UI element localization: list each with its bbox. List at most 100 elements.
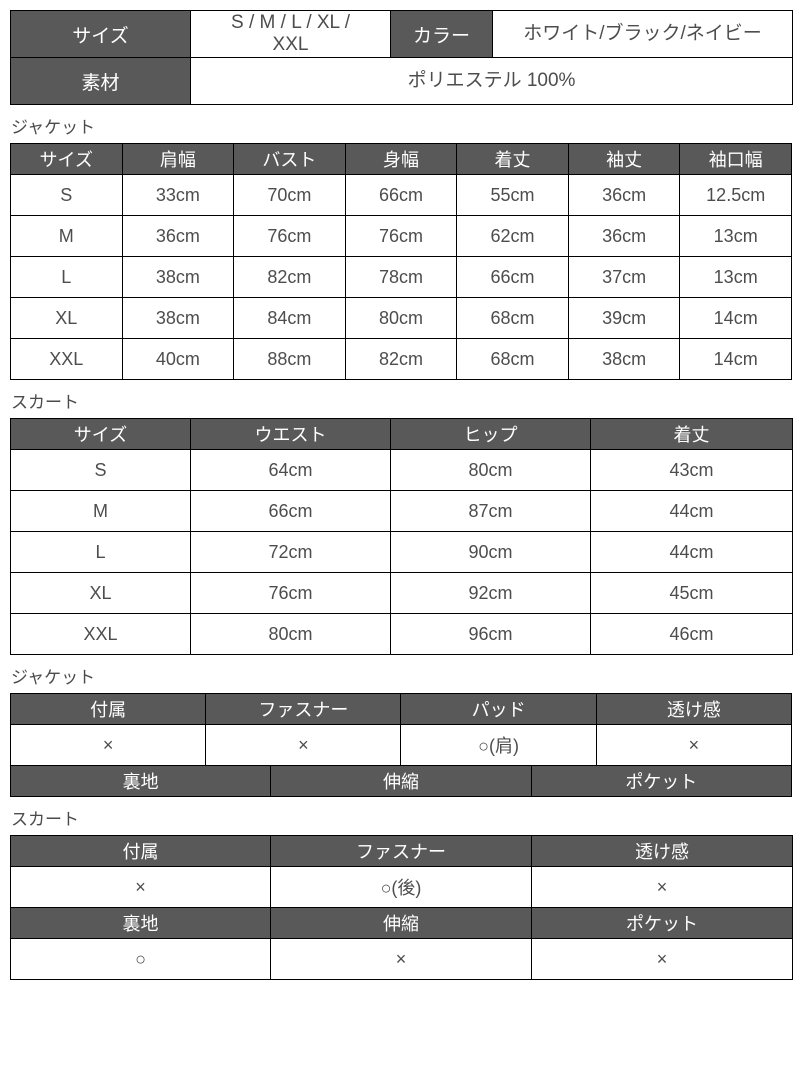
skirt-details-header-row-1: 付属 ファスナー 透け感 [10, 835, 793, 867]
header-cell: 伸縮 [270, 907, 532, 939]
skirt-details-section-label: スカート [11, 810, 79, 829]
header-cell: ヒップ [390, 418, 591, 450]
value-cell: S [10, 449, 191, 491]
value-cell: ○(肩) [400, 724, 597, 766]
skirt-size-table: サイズ ウエスト ヒップ 着丈 S 64cm 80cm 43cm M 66cm 87cm 44cm… [10, 418, 793, 655]
header-cell: 付属 [10, 835, 271, 867]
value-cell: × [531, 938, 793, 980]
header-cell: 着丈 [590, 418, 793, 450]
value-cell: 82cm [233, 256, 346, 298]
jacket-size-row-xl: XL 38cm 84cm 80cm 68cm 39cm 14cm [10, 297, 792, 339]
header-cell: ファスナー [205, 693, 402, 725]
skirt-size-row-xxl: XXL 80cm 96cm 46cm [10, 613, 793, 655]
jacket-details-value-row-1: × × ○(肩) × [9, 724, 793, 766]
value-cell: 66cm [456, 256, 569, 298]
value-cell: 13cm [679, 256, 792, 298]
jacket-details-table: 付属 ファスナー パッド 透け感 × × ○(肩) × 裏地 伸縮 ポケット [9, 693, 793, 797]
value-cell: 33cm [121, 174, 235, 216]
value-cell: 13cm [679, 215, 792, 257]
value-cell: 78cm [344, 256, 458, 298]
value-cell: 38cm [121, 256, 235, 298]
jacket-size-section-label: ジャケット [11, 118, 96, 137]
value-cell: 36cm [567, 174, 681, 216]
header-cell: サイズ [10, 418, 191, 450]
skirt-details-table: 付属 ファスナー 透け感 × ○(後) × 裏地 伸縮 ポケット ○ × × [10, 835, 793, 980]
value-cell: 38cm [567, 338, 681, 380]
value-cell: XXL [10, 613, 191, 655]
value-cell: 12.5cm [679, 174, 792, 216]
jacket-size-row-l: L 38cm 82cm 78cm 66cm 37cm 13cm [10, 256, 792, 298]
value-cell: ○ [10, 938, 271, 980]
value-cell: XL [10, 572, 191, 614]
jacket-size-table: サイズ 肩幅 バスト 身幅 着丈 袖丈 袖口幅 S 33cm 70cm 66cm 55cm 36cm 1… [10, 143, 792, 380]
value-cell: L [10, 256, 123, 298]
value-cell: 38cm [121, 297, 235, 339]
value-cell: 44cm [590, 490, 793, 532]
jacket-size-row-xxl: XXL 40cm 88cm 82cm 68cm 38cm 14cm [10, 338, 792, 380]
skirt-details-header-row-2: 裏地 伸縮 ポケット [10, 907, 793, 939]
value-cell: 37cm [567, 256, 681, 298]
value-cell: 82cm [344, 338, 458, 380]
header-cell: 袖口幅 [679, 143, 792, 175]
value-cell: 46cm [590, 613, 793, 655]
value-cell: × [595, 724, 793, 766]
value-cell: 55cm [456, 174, 569, 216]
jacket-details-header-row-2: 裏地 伸縮 ポケット [9, 765, 793, 797]
jacket-size-header-row: サイズ 肩幅 バスト 身幅 着丈 袖丈 袖口幅 [10, 143, 792, 175]
value-cell: 62cm [456, 215, 569, 257]
skirt-details-value-row-1: × ○(後) × [10, 866, 793, 908]
jacket-size-row-m: M 36cm 76cm 76cm 62cm 36cm 13cm [10, 215, 792, 257]
jacket-details-section-label: ジャケット [11, 668, 96, 687]
header-cell: パッド [400, 693, 597, 725]
skirt-size-row-l: L 72cm 90cm 44cm [10, 531, 793, 573]
value-cell: 92cm [390, 572, 591, 614]
header-cell: 付属 [9, 693, 207, 725]
header-cell: サイズ [10, 143, 123, 175]
value-cell: 68cm [456, 297, 569, 339]
color-value-cell: ホワイト/ブラック/ネイビー [492, 10, 793, 58]
value-cell: M [10, 490, 191, 532]
color-label-cell: カラー [390, 10, 493, 58]
value-cell: × [270, 938, 532, 980]
value-cell: × [10, 866, 271, 908]
header-cell: 裏地 [9, 765, 272, 797]
value-cell: 39cm [567, 297, 681, 339]
size-label-cell: サイズ [10, 10, 191, 58]
value-cell: 80cm [390, 449, 591, 491]
value-cell: 76cm [190, 572, 391, 614]
skirt-size-row-s: S 64cm 80cm 43cm [10, 449, 793, 491]
value-cell: XXL [10, 338, 123, 380]
material-value-cell: ポリエステル 100% [190, 57, 793, 105]
value-cell: XL [10, 297, 123, 339]
size-value-cell: S / M / L / XL / XXL [190, 10, 391, 58]
header-cell: 身幅 [344, 143, 458, 175]
value-cell: 84cm [233, 297, 346, 339]
value-cell: 14cm [679, 297, 792, 339]
value-cell: ○(後) [270, 866, 532, 908]
value-cell: 36cm [567, 215, 681, 257]
header-cell: 裏地 [10, 907, 271, 939]
value-cell: 96cm [390, 613, 591, 655]
value-cell: 44cm [590, 531, 793, 573]
value-cell: 70cm [233, 174, 346, 216]
header-cell: 着丈 [456, 143, 569, 175]
value-cell: S [10, 174, 123, 216]
value-cell: 76cm [233, 215, 346, 257]
value-cell: 68cm [456, 338, 569, 380]
skirt-size-header-row: サイズ ウエスト ヒップ 着丈 [10, 418, 793, 450]
header-cell: ファスナー [270, 835, 532, 867]
value-cell: 66cm [344, 174, 458, 216]
value-cell: 64cm [190, 449, 391, 491]
value-cell: 43cm [590, 449, 793, 491]
value-cell: 90cm [390, 531, 591, 573]
spec-sheet: サイズ S / M / L / XL / XXL カラー ホワイト/ブラック/ネ… [9, 10, 793, 980]
summary-row-material: 素材 ポリエステル 100% [10, 57, 793, 105]
value-cell: × [205, 724, 402, 766]
skirt-size-row-xl: XL 76cm 92cm 45cm [10, 572, 793, 614]
value-cell: × [9, 724, 207, 766]
value-cell: 36cm [121, 215, 235, 257]
skirt-size-row-m: M 66cm 87cm 44cm [10, 490, 793, 532]
header-cell: 透け感 [595, 693, 793, 725]
value-cell: 66cm [190, 490, 391, 532]
header-cell: 袖丈 [567, 143, 681, 175]
